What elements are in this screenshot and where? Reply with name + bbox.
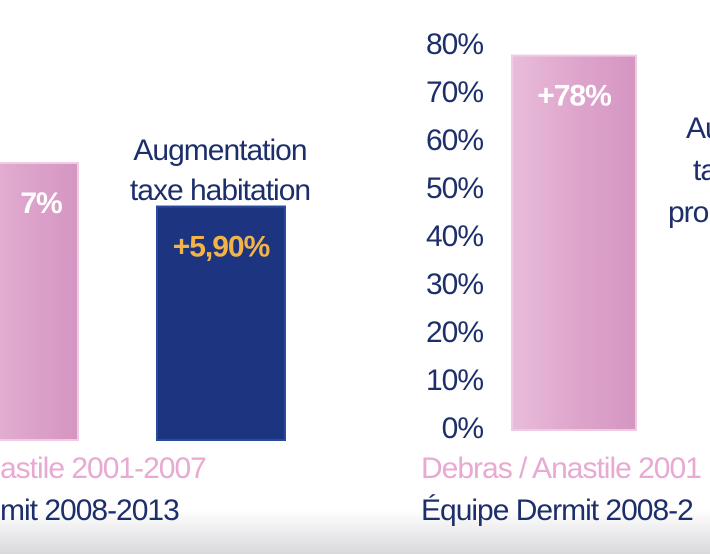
value-label: +5,90% [173, 230, 270, 263]
y-tick-label: 40% [426, 220, 483, 253]
y-tick-label: 80% [426, 28, 483, 61]
chart-title: Au [686, 112, 710, 145]
y-tick-label: 50% [426, 172, 483, 205]
value-label: 7% [20, 187, 62, 220]
y-tick-label: 70% [426, 76, 483, 109]
bar [156, 205, 286, 441]
y-tick-label: 30% [426, 268, 483, 301]
chart-title: ta [693, 154, 710, 187]
legend-label: mit 2008-2013 [0, 494, 179, 527]
chart-title: taxe habitation [130, 174, 310, 207]
y-tick-label: 60% [426, 124, 483, 157]
bar [511, 54, 637, 431]
y-tick-label: 20% [426, 316, 483, 349]
value-label: +78% [537, 80, 611, 113]
legend-label: Équipe Dermit 2008-2 [421, 494, 693, 527]
y-tick-label: 0% [442, 412, 484, 445]
bar [0, 162, 79, 441]
chart-title: pro [668, 196, 709, 229]
legend-label: astile 2001-2007 [0, 452, 206, 485]
chart-title: Augmentation [133, 134, 306, 167]
y-tick-label: 10% [426, 364, 483, 397]
legend-label: Debras / Anastile 2001 [421, 452, 701, 485]
